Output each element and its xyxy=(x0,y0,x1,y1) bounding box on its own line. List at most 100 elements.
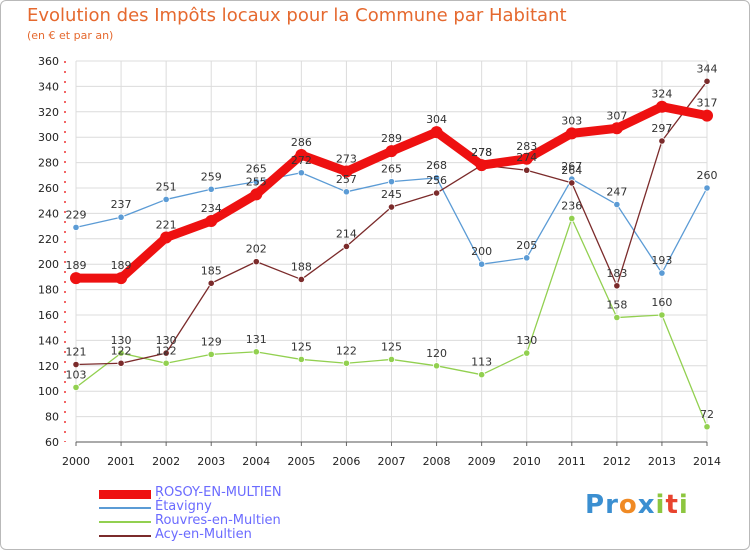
data-point xyxy=(72,383,80,391)
data-label: 131 xyxy=(246,333,267,346)
data-point xyxy=(701,109,713,122)
x-tick-label: 2005 xyxy=(287,455,315,468)
data-point xyxy=(565,127,578,140)
x-tick-label: 2012 xyxy=(603,455,631,468)
data-point xyxy=(117,213,125,221)
proxiti-logo: Proxiti xyxy=(585,490,689,520)
data-label: 121 xyxy=(66,346,87,359)
data-point xyxy=(523,349,531,357)
data-label: 189 xyxy=(66,259,87,272)
y-tick-label: 160 xyxy=(38,309,59,322)
data-label: 158 xyxy=(606,299,627,312)
data-point xyxy=(115,272,128,285)
data-label: 188 xyxy=(291,260,312,273)
x-tick-label: 2006 xyxy=(332,455,360,468)
x-tick-label: 2010 xyxy=(513,455,541,468)
data-label: 120 xyxy=(426,347,447,360)
data-label: 286 xyxy=(291,136,312,149)
data-label: 237 xyxy=(111,198,132,211)
data-label: 189 xyxy=(111,259,132,272)
data-label-layer: 189 189 221 234 255 286 273 289 304 278 283 303 307 3… xyxy=(66,62,718,420)
data-point xyxy=(205,215,218,228)
data-point xyxy=(342,188,351,196)
logo-letter: i xyxy=(655,490,666,520)
legend-label: Acy-en-Multien xyxy=(155,527,252,542)
y-tick-label: 280 xyxy=(38,157,59,170)
y-tick-label: 320 xyxy=(38,106,59,119)
legend-swatch xyxy=(99,535,151,537)
data-point xyxy=(658,311,666,319)
x-tick-label: 2002 xyxy=(152,455,180,468)
data-label: 260 xyxy=(697,169,718,182)
x-tick-label: 2014 xyxy=(693,455,721,468)
data-label: 274 xyxy=(516,151,537,164)
grid-layer xyxy=(75,60,708,443)
data-point xyxy=(340,165,353,178)
data-label: 130 xyxy=(156,334,177,347)
data-point xyxy=(655,100,668,113)
data-point xyxy=(703,184,711,192)
data-point xyxy=(703,77,711,85)
data-point xyxy=(568,179,576,187)
data-point xyxy=(523,254,531,262)
data-point xyxy=(478,371,486,379)
data-label: 265 xyxy=(246,163,267,176)
data-point xyxy=(658,137,666,145)
data-label: 185 xyxy=(201,264,222,277)
data-point xyxy=(703,423,711,431)
data-label: 273 xyxy=(336,152,357,165)
legend-swatch xyxy=(99,490,151,499)
logo-letter: P xyxy=(585,490,606,520)
data-point xyxy=(207,350,215,358)
data-label: 251 xyxy=(156,180,177,193)
data-label: 256 xyxy=(426,174,447,187)
data-point xyxy=(432,174,441,182)
data-point xyxy=(387,203,396,211)
data-label: 324 xyxy=(651,88,672,101)
y-tick-label: 180 xyxy=(38,284,59,297)
data-label: 344 xyxy=(697,62,718,75)
data-point xyxy=(117,349,125,357)
y-tick-label: 80 xyxy=(45,411,59,424)
data-label: 122 xyxy=(111,344,132,357)
data-point xyxy=(520,152,533,165)
x-tick-label: 2003 xyxy=(197,455,225,468)
legend-label: ROSOY-EN-MULTIEN xyxy=(155,485,282,500)
data-point xyxy=(252,178,260,186)
data-point xyxy=(297,275,305,284)
data-point xyxy=(207,279,215,287)
data-point xyxy=(613,282,621,290)
x-tick-label: 2004 xyxy=(242,455,270,468)
data-label: 289 xyxy=(381,132,402,145)
data-point xyxy=(613,200,621,209)
data-label: 283 xyxy=(516,140,537,153)
data-label: 265 xyxy=(381,163,402,176)
data-label: 72 xyxy=(700,408,714,421)
data-point xyxy=(475,159,488,172)
data-label: 200 xyxy=(471,245,492,258)
data-point xyxy=(432,362,441,370)
data-label: 229 xyxy=(66,208,87,221)
data-label: 268 xyxy=(426,159,447,172)
y-tick-label: 360 xyxy=(38,55,59,68)
data-point xyxy=(658,269,666,277)
data-point xyxy=(162,195,170,204)
y-tick-label: 140 xyxy=(38,334,59,347)
data-label: 257 xyxy=(336,173,357,186)
data-label: 307 xyxy=(606,109,627,122)
x-tick-label: 2013 xyxy=(648,455,676,468)
data-point xyxy=(610,122,623,135)
y-tick-label: 60 xyxy=(45,436,59,449)
data-point xyxy=(297,355,305,364)
x-tick-label: 2000 xyxy=(62,455,90,468)
logo-letter: i xyxy=(678,490,689,520)
logo-letter: x xyxy=(637,490,656,520)
legend-swatch xyxy=(99,507,151,509)
x-tick-label: 2008 xyxy=(423,455,451,468)
data-label: 247 xyxy=(606,186,627,199)
data-label: 278 xyxy=(471,146,492,159)
logo-letter: r xyxy=(605,490,619,520)
data-label: 214 xyxy=(336,227,357,240)
data-label: 234 xyxy=(201,202,222,215)
